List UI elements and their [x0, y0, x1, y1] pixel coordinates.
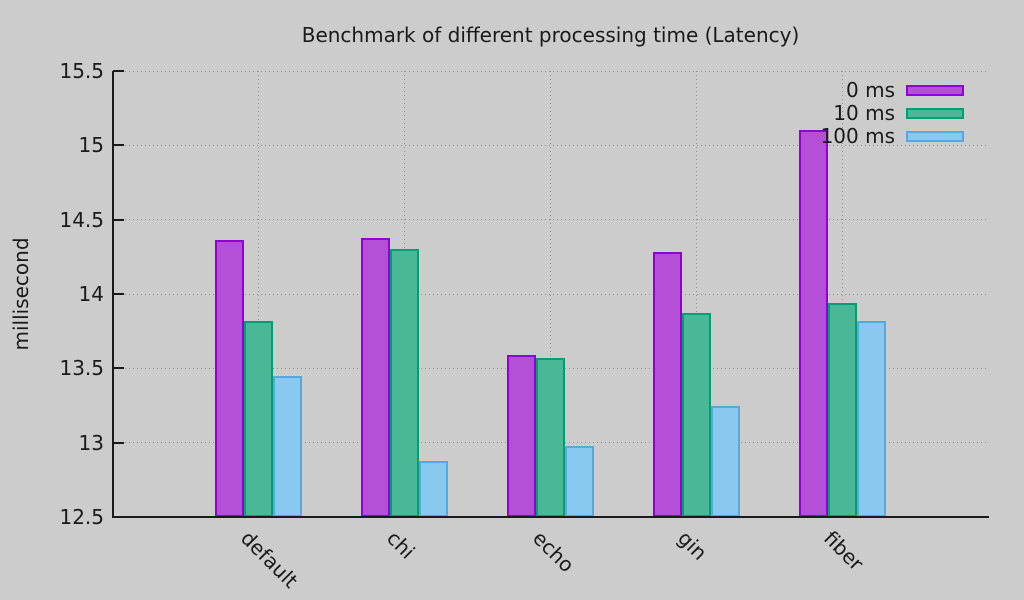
bar-echo-10ms [536, 357, 565, 517]
legend-swatch-10ms [906, 108, 964, 119]
bar-default-100ms [273, 375, 303, 517]
y-tick-mark [113, 441, 124, 444]
bar-fiber-10ms [827, 302, 857, 517]
y-axis-line [112, 71, 114, 518]
x-tick-label-echo: echo [527, 526, 579, 578]
x-gridline [258, 71, 260, 517]
legend-label: 0 ms [846, 78, 895, 102]
legend-item-10ms: 10 ms [0, 102, 1024, 125]
bar-fiber-100ms [856, 320, 886, 517]
bar-fiber-0ms [798, 130, 828, 517]
y-tick-label: 13.5 [59, 356, 104, 381]
y-tick-mark [113, 144, 124, 147]
y-tick-mark [113, 293, 124, 295]
bar-default-0ms [215, 240, 245, 517]
y-tick-label: 13 [78, 430, 104, 455]
legend-label: 10 ms [833, 101, 895, 125]
y-tick-label: 14.5 [59, 207, 104, 232]
bar-gin-0ms [652, 252, 682, 517]
x-tick-label-fiber: fiber [819, 526, 869, 576]
bar-chi-100ms [419, 460, 449, 517]
chart-title: Benchmark of different processing time (… [301, 23, 800, 47]
bar-chi-0ms [361, 237, 391, 517]
legend-item-100ms: 100 ms [0, 125, 1024, 148]
y-tick-label: 15 [78, 133, 104, 158]
x-axis-line [112, 516, 989, 518]
x-gridline [695, 71, 697, 517]
bar-gin-100ms [710, 405, 740, 517]
legend-item-0ms: 0 ms [0, 79, 1024, 102]
y-tick-label: 12.5 [59, 505, 104, 529]
bar-gin-10ms [681, 313, 711, 517]
legend-swatch-0ms [906, 85, 964, 96]
y-tick-label: 14 [78, 282, 104, 306]
y-tick-label: 15.5 [59, 59, 104, 83]
bar-echo-100ms [565, 445, 594, 517]
y-tick-mark [113, 70, 124, 72]
legend-swatch-100ms [906, 131, 964, 142]
x-tick-label-gin: gin [673, 526, 713, 565]
bar-default-10ms [244, 320, 274, 517]
legend-label: 100 ms [820, 124, 895, 148]
y-tick-mark [113, 218, 124, 221]
x-tick-label-chi: chi [381, 526, 420, 564]
x-tick-label-default: default [235, 526, 303, 593]
bar-chi-10ms [390, 249, 420, 517]
x-gridline [841, 71, 843, 517]
x-gridline [550, 71, 551, 517]
bar-echo-0ms [507, 354, 536, 517]
y-tick-mark [113, 367, 124, 370]
